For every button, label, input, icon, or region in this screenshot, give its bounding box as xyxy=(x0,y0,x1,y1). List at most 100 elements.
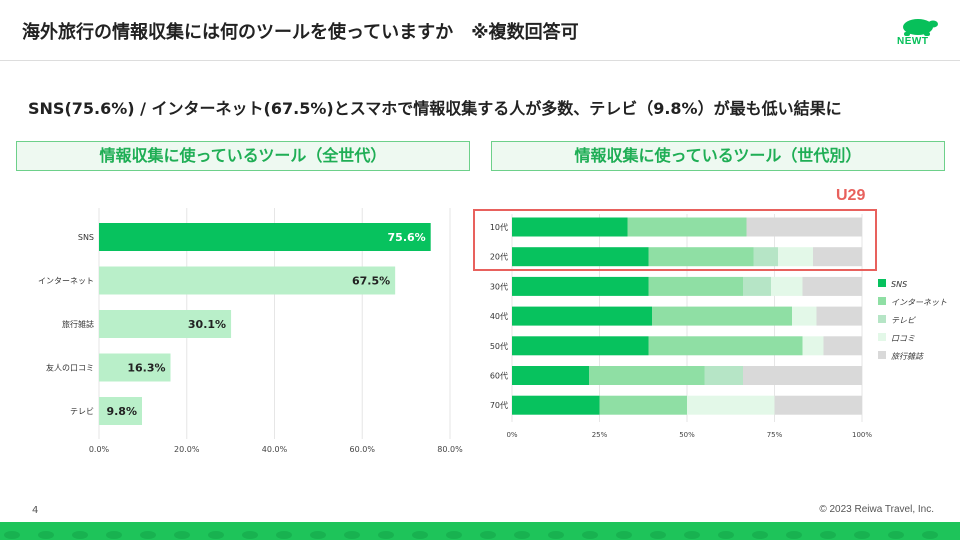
footer-turtle-icon xyxy=(548,531,564,539)
category-label: 友人の口コミ xyxy=(46,363,94,373)
stacked-segment xyxy=(778,247,813,267)
legend-label: インターネット xyxy=(891,298,947,307)
stacked-segment xyxy=(512,217,628,237)
value-label: 75.6% xyxy=(388,231,426,244)
footer-turtle-icon xyxy=(854,531,870,539)
stacked-segment xyxy=(512,247,649,267)
left-section-header: 情報収集に使っているツール（全世代） xyxy=(16,141,470,171)
footer-band xyxy=(0,522,960,540)
footer-turtle-icon xyxy=(616,531,632,539)
legend-swatch xyxy=(878,297,886,305)
category-label: SNS xyxy=(78,233,94,242)
legend-swatch xyxy=(878,315,886,323)
footer-turtle-icon xyxy=(242,531,258,539)
legend-label: 口コミ xyxy=(891,334,915,343)
u29-highlight-label: U29 xyxy=(836,187,866,204)
bar xyxy=(99,310,232,338)
footer-turtle-icon xyxy=(684,531,700,539)
value-label: 16.3% xyxy=(127,362,165,375)
category-label: 40代 xyxy=(490,311,508,321)
logo-text: NEWT xyxy=(897,36,929,47)
footer-turtle-icon xyxy=(208,531,224,539)
stacked-segment xyxy=(823,336,862,356)
footer-turtle-icon xyxy=(140,531,156,539)
category-label: 70代 xyxy=(490,400,508,410)
footer-turtle-icon xyxy=(786,531,802,539)
stacked-segment xyxy=(512,276,649,296)
bar xyxy=(99,223,431,251)
footer-turtle-icon xyxy=(344,531,360,539)
legend-label: SNS xyxy=(891,280,907,289)
footer-turtle-icon xyxy=(310,531,326,539)
stacked-segment xyxy=(627,217,747,237)
category-label: 50代 xyxy=(490,341,508,351)
value-label: 67.5% xyxy=(352,275,390,288)
copyright: © 2023 Reiwa Travel, Inc. xyxy=(819,504,934,515)
footer-turtle-icon xyxy=(752,531,768,539)
x-tick-label: 20.0% xyxy=(174,445,200,454)
page-subtitle: SNS(75.6%) / インターネット(67.5%)とスマホで情報収集する人が… xyxy=(28,99,842,118)
category-label: 30代 xyxy=(490,281,508,291)
u29-highlight-box xyxy=(473,209,877,271)
stacked-segment xyxy=(792,306,817,326)
x-tick-label: 60.0% xyxy=(350,445,376,454)
stacked-segment xyxy=(802,276,862,296)
category-label: 10代 xyxy=(490,222,508,232)
stacked-segment xyxy=(816,306,862,326)
value-label: 9.8% xyxy=(106,405,137,418)
stacked-segment xyxy=(771,276,803,296)
footer-turtle-icon xyxy=(378,531,394,539)
turtle-logo-icon xyxy=(903,19,938,36)
stacked-segment xyxy=(589,366,705,385)
legend-swatch xyxy=(878,351,886,359)
stacked-segment xyxy=(774,395,862,415)
x-tick-label: 100% xyxy=(852,431,872,439)
stacked-segment xyxy=(687,395,775,415)
footer-turtle-icon xyxy=(106,531,122,539)
footer-turtle-icon xyxy=(820,531,836,539)
x-tick-label: 0.0% xyxy=(89,445,110,454)
footer-turtle-icon xyxy=(4,531,20,539)
generation-stacked-bar-chart: 0% 25% 50% 75% 100% 10代 20代 30代 40代 50代 60代 70代 SNS イ… xyxy=(490,214,947,439)
footer-turtle-icon xyxy=(888,531,904,539)
stacked-segment xyxy=(743,276,771,296)
bar xyxy=(99,353,171,382)
footer-turtle-icon xyxy=(446,531,462,539)
x-tick-label: 80.0% xyxy=(437,445,463,454)
stacked-segment xyxy=(813,247,862,267)
category-label: テレビ xyxy=(70,407,94,416)
stacked-segment xyxy=(648,247,754,267)
footer-turtle-pattern xyxy=(4,531,938,539)
x-tick-label: 25% xyxy=(592,431,608,439)
stacked-segment xyxy=(648,276,743,296)
category-label: 60代 xyxy=(490,371,508,381)
stacked-segment xyxy=(512,366,589,385)
footer-turtle-icon xyxy=(718,531,734,539)
stacked-segment xyxy=(743,366,862,385)
x-tick-label: 40.0% xyxy=(262,445,288,454)
footer-turtle-icon xyxy=(72,531,88,539)
right-section-header: 情報収集に使っているツール（世代別） xyxy=(491,141,945,171)
page-number: 4 xyxy=(32,505,39,516)
stacked-segment xyxy=(512,306,652,326)
all-generations-bar-chart: 0.0% 20.0% 40.0% 60.0% 80.0% SNS 75.6% インターネット 6… xyxy=(38,208,463,454)
footer-turtle-icon xyxy=(480,531,496,539)
category-label: 旅行雑誌 xyxy=(62,319,94,329)
stacked-segment xyxy=(512,395,600,415)
value-label: 30.1% xyxy=(188,318,226,331)
legend-swatch xyxy=(878,279,886,287)
footer-turtle-icon xyxy=(276,531,292,539)
stacked-segment xyxy=(802,336,824,356)
footer-turtle-icon xyxy=(412,531,428,539)
legend-label: 旅行雑誌 xyxy=(891,352,924,361)
footer-turtle-icon xyxy=(922,531,938,539)
footer-turtle-icon xyxy=(38,531,54,539)
x-tick-label: 75% xyxy=(767,431,783,439)
legend-swatch xyxy=(878,333,886,341)
category-label: インターネット xyxy=(38,277,94,286)
page-title: 海外旅行の情報収集には何のツールを使っていますか ※複数回答可 xyxy=(22,22,579,43)
footer-turtle-icon xyxy=(650,531,666,539)
x-tick-label: 50% xyxy=(679,431,695,439)
footer-turtle-icon xyxy=(582,531,598,539)
bar xyxy=(99,397,142,425)
